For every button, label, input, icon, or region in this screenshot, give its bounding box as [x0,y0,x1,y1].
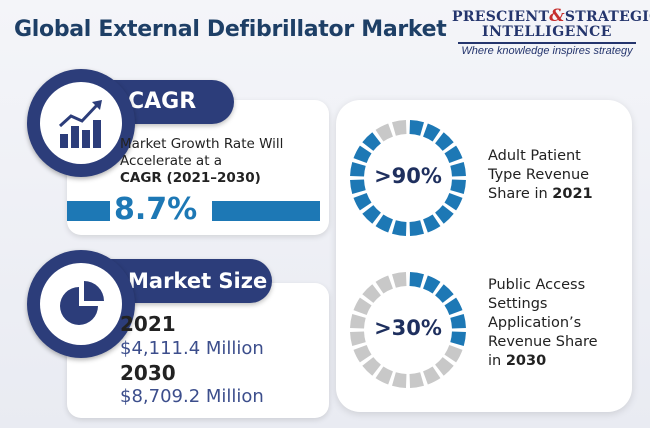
ring-segment [435,132,454,151]
ring-segment [409,372,424,388]
cagr-icon-circle [27,69,135,177]
ring-segment [444,193,463,211]
ring-segment [362,284,381,303]
ring-segment [353,145,372,163]
ring-segment [362,357,381,376]
ring-segment [435,205,454,224]
ring-segment [450,331,466,346]
ring-segment [392,220,407,236]
ring-segment [362,205,381,224]
pie-chart-icon [60,281,104,325]
ring-segment [450,314,466,329]
share-value-public-access: >30% [374,316,442,340]
ring-segment [423,123,441,142]
market-size-amount-1: $4,111.4 Million [120,338,264,359]
ring-segment [353,345,372,363]
share-text-public-access: Public Access Settings Application’s Rev… [488,277,598,369]
ring-segment [409,220,424,236]
share-value-adult-patient: >90% [374,164,442,188]
market-size-year-1: 2021 [120,312,176,336]
logo-rule [458,42,636,44]
ring-segment [409,272,424,288]
company-logo: PRESCIENT&STRATEGIC INTELLIGENCE Where k… [452,6,650,57]
ring-segment [375,366,393,385]
ring-segment [353,193,372,211]
ring-segment [435,284,454,303]
ring-segment [450,162,466,177]
ring-segment [444,345,463,363]
ring-segment [392,272,407,288]
ring-segment [353,297,372,315]
ring-segment [423,366,441,385]
ring-segment [362,132,381,151]
logo-tagline: Where knowledge inspires strategy [461,45,633,57]
ring-segment [350,314,366,329]
market-size-icon-circle [27,250,135,358]
cagr-description: Market Growth Rate Will Accelerate at a … [120,136,284,186]
ring-segment [392,120,407,136]
ring-segment [350,331,366,346]
logo-line-2: INTELLIGENCE [482,24,612,40]
share-text-adult-patient: Adult Patient Type Revenue Share in 2021 [488,148,593,202]
bar-chart-growth-icon [58,100,102,148]
ring-segment [392,372,407,388]
cagr-bar-right [212,201,320,221]
ring-segment [375,214,393,233]
ring-segment [450,179,466,194]
ring-segment [375,123,393,142]
cagr-value: 8.7% [114,192,198,227]
ring-segment [375,275,393,294]
logo-line-1: PRESCIENT&STRATEGIC [452,6,650,26]
cagr-bar-left [67,201,110,221]
ring-segment [409,120,424,136]
share-panel [336,100,632,412]
ring-segment [444,145,463,163]
ring-segment [423,275,441,294]
ring-segment [423,214,441,233]
share-ring-public-access [350,272,466,388]
ring-segment [350,179,366,194]
ring-segment [444,297,463,315]
market-size-year-2: 2030 [120,361,176,385]
ring-segment [435,357,454,376]
page-title: Global External Defibrillator Market [14,17,447,42]
share-ring-adult-patient [350,120,466,236]
ring-segment [350,162,366,177]
market-size-amount-2: $8,709.2 Million [120,386,264,407]
